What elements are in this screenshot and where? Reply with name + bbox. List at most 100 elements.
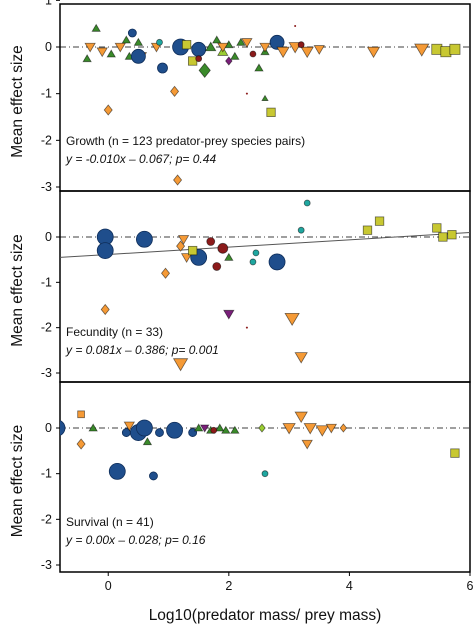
data-point xyxy=(206,237,216,246)
data-point xyxy=(212,262,222,271)
data-point xyxy=(217,242,229,254)
data-point xyxy=(121,35,132,44)
data-point xyxy=(173,174,183,186)
data-point xyxy=(449,43,461,55)
y-axis-title: Mean effect size xyxy=(9,45,26,158)
data-point xyxy=(303,199,311,207)
x-tick-label: 0 xyxy=(105,579,112,593)
data-point xyxy=(215,423,225,432)
panel-annotation-label: Growth (n = 123 predator-prey species pa… xyxy=(66,134,305,148)
data-point xyxy=(339,423,348,433)
y-axis-title: Mean effect size xyxy=(9,234,26,347)
y-tick-label: -1 xyxy=(41,275,52,289)
data-point xyxy=(284,312,300,327)
y-tick-label: -2 xyxy=(41,512,52,526)
data-point xyxy=(276,46,290,59)
data-point xyxy=(300,46,314,59)
data-point xyxy=(245,92,248,95)
data-point xyxy=(258,423,266,433)
panel-annotation-equation: y = 0.081x – 0.386; p= 0.001 xyxy=(65,343,219,357)
data-point xyxy=(249,50,257,58)
data-point xyxy=(303,423,317,435)
data-point xyxy=(157,62,168,74)
data-point xyxy=(217,42,229,53)
panel-2: 0 -1 -2 -3 Mean effect size Fecundity (n = 33… xyxy=(9,190,471,383)
data-point xyxy=(96,242,114,260)
data-point xyxy=(103,104,113,116)
data-point xyxy=(268,253,286,271)
data-point xyxy=(88,423,98,432)
data-point xyxy=(149,471,158,481)
data-point xyxy=(172,358,189,372)
data-point xyxy=(259,42,271,53)
data-point xyxy=(155,428,164,437)
data-point xyxy=(77,410,85,419)
data-point xyxy=(187,245,198,256)
data-point xyxy=(297,41,305,49)
data-point xyxy=(123,421,136,432)
data-point xyxy=(193,423,204,432)
data-point xyxy=(241,38,253,48)
data-point xyxy=(294,25,297,27)
data-point xyxy=(432,223,442,233)
data-point xyxy=(438,232,448,242)
data-point xyxy=(100,303,110,316)
points-group xyxy=(60,199,470,372)
data-point xyxy=(60,420,66,436)
data-point xyxy=(224,252,234,261)
data-point xyxy=(180,253,193,263)
data-point xyxy=(76,438,86,450)
regression-line xyxy=(60,231,470,258)
y-tick-label: -1 xyxy=(41,87,52,101)
panel-annotation-label: Survival (n = 41) xyxy=(66,515,154,529)
y-tick-label: 0 xyxy=(45,421,52,435)
x-axis-title: Log10(predator mass/ prey mass) xyxy=(149,607,382,624)
x-tick-label: 4 xyxy=(346,579,353,593)
data-point xyxy=(161,267,171,279)
data-point xyxy=(221,425,231,434)
data-point xyxy=(142,437,153,446)
data-point xyxy=(133,37,144,46)
data-point xyxy=(362,225,373,235)
data-point xyxy=(414,43,430,57)
data-point xyxy=(230,425,240,434)
panel-annotation-label: Fecundity (n = 33) xyxy=(66,325,163,339)
data-point xyxy=(176,240,186,252)
data-point xyxy=(121,428,131,437)
panel-annotation-equation: y = -0.010x – 0.067; p= 0.44 xyxy=(65,152,216,166)
data-point xyxy=(108,462,126,480)
data-point xyxy=(212,35,222,44)
y-axis-title: Mean effect size xyxy=(9,425,26,538)
data-point xyxy=(127,28,137,38)
y-tick-label: 1 xyxy=(45,0,52,7)
data-point xyxy=(84,42,96,53)
y-tick-label: -3 xyxy=(41,366,52,380)
data-point xyxy=(261,94,269,101)
data-point xyxy=(297,226,305,234)
data-point xyxy=(252,249,260,257)
panel-frame xyxy=(59,381,471,573)
data-point xyxy=(294,352,308,364)
data-point xyxy=(114,42,126,53)
y-tick-label: -2 xyxy=(41,321,52,335)
data-point xyxy=(82,54,92,63)
x-tick-label: 6 xyxy=(467,579,474,593)
data-point xyxy=(294,411,308,424)
data-point xyxy=(366,46,381,59)
data-point xyxy=(225,56,233,66)
panel-3: 0 -1 -2 -3 Mean effect size Survival (n = 41)… xyxy=(9,381,471,573)
data-point xyxy=(315,425,329,437)
data-point xyxy=(269,34,285,50)
data-point xyxy=(136,230,153,248)
points-group xyxy=(60,410,460,481)
y-tick-label: 0 xyxy=(45,230,52,244)
data-point xyxy=(301,439,313,450)
y-tick-label: -3 xyxy=(41,558,52,572)
data-point xyxy=(181,40,192,50)
data-point xyxy=(223,309,235,320)
data-point xyxy=(130,48,146,64)
y-tick-label: 0 xyxy=(45,40,52,54)
data-point xyxy=(96,47,108,58)
y-tick-label: -2 xyxy=(41,133,52,147)
